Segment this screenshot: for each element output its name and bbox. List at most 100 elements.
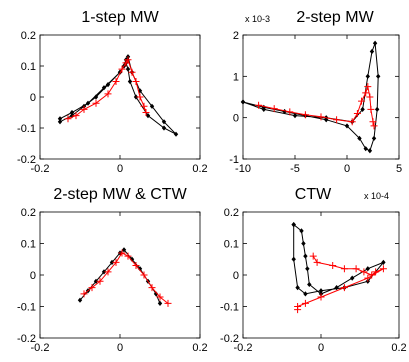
data-point-diamond [109,259,115,265]
y-tick-label: 0.1 [224,239,239,251]
data-point-diamond [173,131,179,137]
data-point-plus [294,306,302,314]
data-point-diamond [305,266,310,272]
data-point-plus [140,271,148,279]
data-point-diamond [157,300,163,306]
data-point-plus [370,122,378,130]
x-tick-label: -0.2 [31,163,50,175]
data-point-plus [124,56,132,64]
x-tick-label: -0.2 [234,342,253,354]
data-point-diamond [153,291,159,297]
data-point-diamond [357,135,362,141]
y-tick-label: 0 [233,270,239,282]
data-point-plus [104,268,112,276]
y-tick-label: -0.2 [17,333,36,345]
data-point-plus [112,78,120,85]
x-tick-label: 0 [344,163,350,175]
data-point-plus [360,268,368,276]
data-point-diamond [129,256,135,262]
x-tick-label: -5 [290,163,300,175]
data-point-diamond [381,259,386,265]
y-tick-label: 0.2 [21,30,36,42]
data-point-plus [255,101,263,109]
x-tick-label: -0.2 [31,342,50,354]
data-point-plus [340,284,348,292]
y-tick-label: 2 [233,30,239,42]
data-point-plus [118,249,126,257]
data-point-diamond [161,125,167,131]
data-point-plus [379,265,387,273]
x-tick-label: 0.2 [391,342,406,354]
data-point-plus [317,293,325,301]
data-point-diamond [374,106,380,112]
data-point-diamond [77,297,83,303]
y-tick-label: -1 [229,154,239,166]
y-tick-label: 1 [233,71,239,83]
y-tick-label: 0.2 [21,207,36,219]
exponent-label: x 10-4 [364,191,389,201]
x-tick-label: 0.2 [192,163,207,175]
data-point-diamond [291,256,296,262]
data-point-plus [80,290,88,298]
data-point-plus [352,265,360,273]
data-point-plus [136,93,144,101]
data-point-diamond [365,73,370,79]
data-point-plus [118,65,126,73]
data-point-diamond [292,113,298,119]
data-point-diamond [93,278,99,284]
data-point-plus [301,299,309,307]
data-point-plus [301,111,309,119]
data-point-plus [369,118,377,126]
x-tick-label: 0 [117,163,123,175]
data-point-plus [156,293,164,301]
data-point-diamond [161,119,167,125]
data-point-plus [364,274,372,282]
y-tick-label: -0.2 [17,154,36,166]
y-tick-label: 0 [30,270,36,282]
data-point-plus [366,93,374,101]
data-point-plus [368,271,376,279]
data-point-diamond [303,291,308,297]
data-point-plus [348,118,356,126]
data-point-plus [72,112,80,120]
data-point-plus [367,105,375,113]
x-tick-label: -10 [235,163,251,175]
data-point-plus [329,262,337,270]
data-point-plus [333,116,341,124]
subplot-ctw: CTW x 10-4 -0.2 0 0.2 -0.2 -0.1 0 0.1 0.2 [220,186,407,354]
data-point-plus [270,105,278,113]
data-point-diamond [291,222,296,228]
data-point-plus [142,109,150,116]
data-point-plus [64,115,72,123]
data-point-diamond [299,228,304,234]
data-point-plus [286,108,294,116]
data-point-diamond [261,106,266,112]
data-point-plus [104,90,112,98]
subplot-2-step-mw-ctw: 2-step MW & CTW -0.2 0 0.2 -0.2 -0.1 0 0.1 0.2 [17,186,208,354]
x-tick-label: 0 [117,342,123,354]
data-point-plus [372,268,380,276]
y-tick-label: 0.2 [224,207,239,219]
data-point-diamond [367,148,373,154]
series-line [83,252,169,304]
data-point-diamond [295,285,300,291]
data-point-diamond [101,85,107,91]
data-point-plus [80,105,88,113]
data-point-plus [132,78,140,85]
data-point-plus [364,83,372,91]
x-tick-label: 0 [318,342,324,354]
series-line [67,58,147,120]
data-point-diamond [369,48,375,55]
data-point-plus [112,258,120,266]
subplot-title: 1-step MW [81,9,159,26]
data-point-plus [88,284,96,292]
data-point-diamond [350,275,355,281]
y-tick-label: 0.1 [21,239,36,251]
data-point-plus [132,262,140,270]
data-point-diamond [101,269,107,275]
data-point-diamond [307,281,312,288]
y-tick-label: 0 [233,113,239,125]
y-tick-label: 0 [30,92,36,104]
